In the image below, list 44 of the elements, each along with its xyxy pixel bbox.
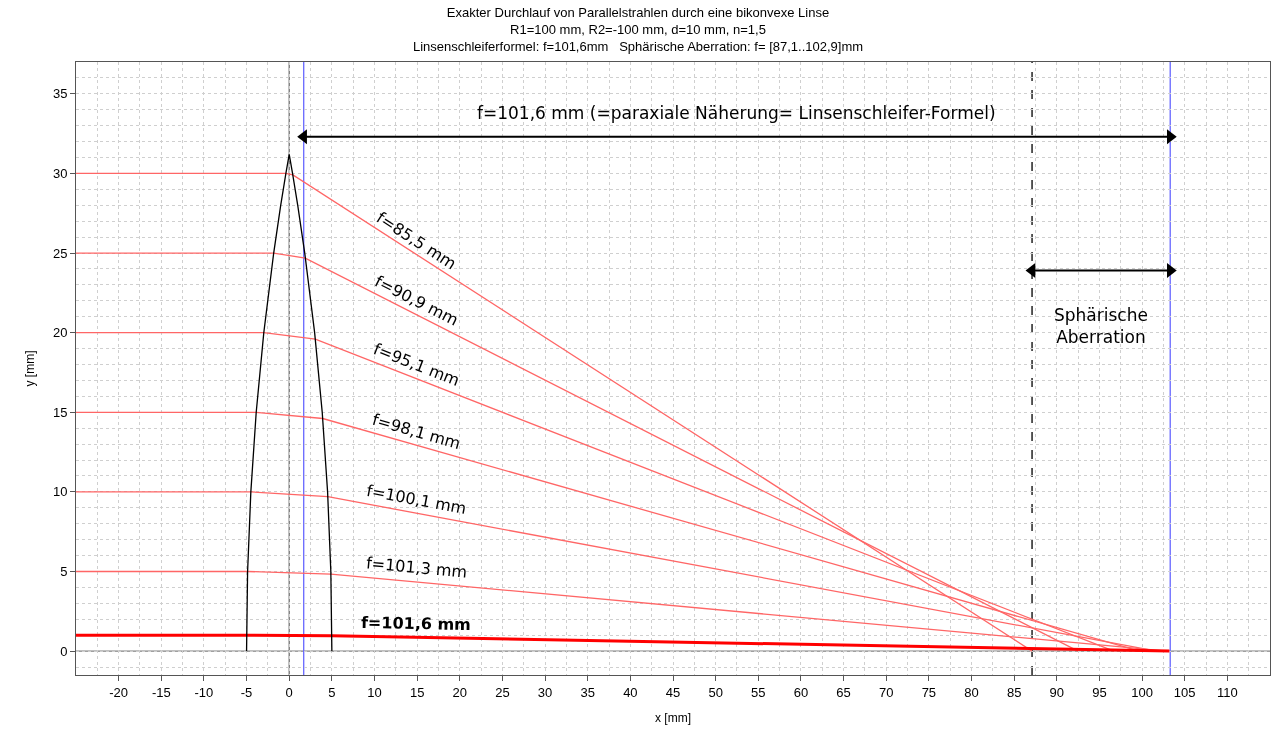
annotation: f=101,3 mm (365, 553, 468, 582)
annotation: f=101,6 mm (=paraxiale Näherung= Linsenschleifer-Formel) (477, 103, 996, 123)
x-tick-label: 110 (1216, 684, 1238, 700)
x-axis-title: x [mm] (655, 711, 691, 726)
x-tick-label: 50 (708, 684, 723, 700)
x-tick-label: 55 (751, 684, 766, 700)
x-tick-label: 60 (793, 684, 809, 700)
x-tick-label: 0 (285, 684, 293, 700)
annotation: f=101,6 mm (360, 612, 472, 635)
chart-title: Exakter Durchlauf von Parallelstrahlen durch eine bikonvexe Linse R1=100 mm, R2=-100 mm, d=10 mm, n=1,5 Linsenschleiferformel: f=101,6mm Sphärische Aberration: f= [87,1..102,9]mm (412, 4, 864, 54)
y-axis-title: y [mm] (23, 350, 38, 387)
x-tick-label: 75 (921, 684, 937, 700)
x-tick-label: 35 (580, 684, 595, 700)
x-tick-label: 25 (495, 684, 510, 700)
x-tick-label: -20 (109, 684, 129, 700)
y-tick-label: 10 (52, 484, 68, 500)
y-tick-label: 20 (52, 325, 68, 341)
x-tick-label: 80 (964, 684, 979, 700)
x-tick-label: 40 (623, 684, 638, 700)
x-tick-label: 105 (1173, 684, 1196, 700)
annotation: Sphärische Aberration (1054, 305, 1148, 348)
annotation: f=98,1 mm (370, 409, 463, 454)
x-tick-label: 15 (409, 684, 425, 700)
x-tick-label: 85 (1006, 684, 1022, 700)
x-tick-label: -5 (240, 684, 253, 700)
x-tick-label: 100 (1131, 684, 1153, 700)
x-tick-label: 20 (452, 684, 468, 700)
x-tick-label: 65 (836, 684, 851, 700)
x-tick-label: 45 (665, 684, 681, 700)
x-tick-label: 95 (1092, 684, 1107, 700)
x-tick-label: 90 (1049, 684, 1065, 700)
x-tick-label: 70 (878, 684, 894, 700)
y-tick-label: 0 (60, 643, 68, 659)
y-tick-label: 15 (52, 404, 68, 420)
y-tick-label: 25 (52, 245, 68, 261)
annotation: f=100,1 mm (365, 480, 468, 519)
y-tick-label: 30 (52, 166, 68, 181)
x-tick-label: 5 (328, 684, 336, 700)
x-tick-label: 30 (537, 684, 553, 700)
x-tick-label: -10 (194, 684, 214, 700)
x-tick-label: 10 (367, 684, 382, 700)
x-tick-label: -15 (151, 684, 171, 700)
y-tick-label: 35 (52, 86, 68, 102)
y-tick-label: 5 (60, 564, 68, 580)
